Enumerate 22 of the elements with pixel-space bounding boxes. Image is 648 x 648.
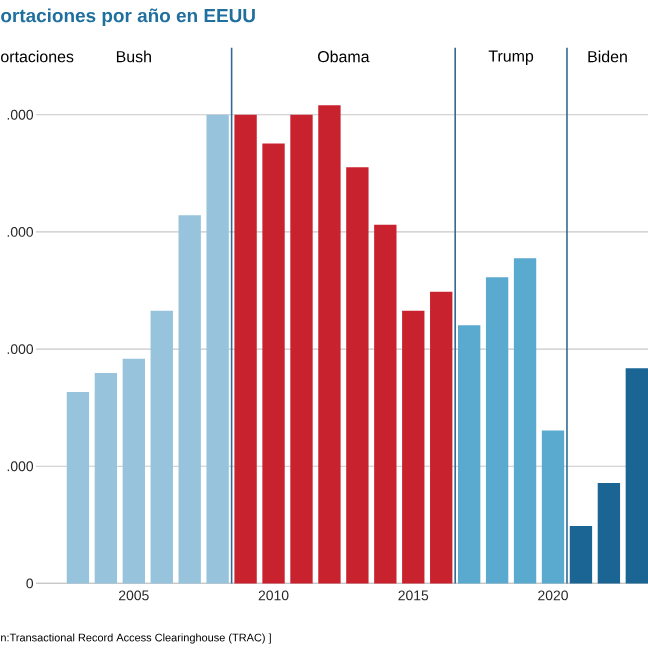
- bar: [513, 258, 537, 584]
- bar: [569, 526, 593, 584]
- bar: [541, 430, 565, 584]
- bar: [290, 114, 313, 584]
- chart-title: ortaciones por año en EEUU: [1, 8, 255, 27]
- bar: [485, 277, 509, 584]
- bar: [374, 224, 397, 584]
- bar: [178, 215, 201, 584]
- bar: [262, 143, 285, 584]
- bar: [430, 291, 453, 584]
- bar: [122, 358, 145, 584]
- bar: [625, 368, 648, 584]
- bar: [597, 482, 621, 584]
- bar: [346, 167, 369, 584]
- bar: [234, 114, 257, 584]
- bar: [94, 372, 118, 584]
- bar: [457, 325, 481, 584]
- bar: [66, 392, 90, 584]
- bar: [402, 310, 425, 584]
- bar: [206, 114, 229, 584]
- bar: [150, 310, 173, 584]
- bar: [318, 105, 341, 584]
